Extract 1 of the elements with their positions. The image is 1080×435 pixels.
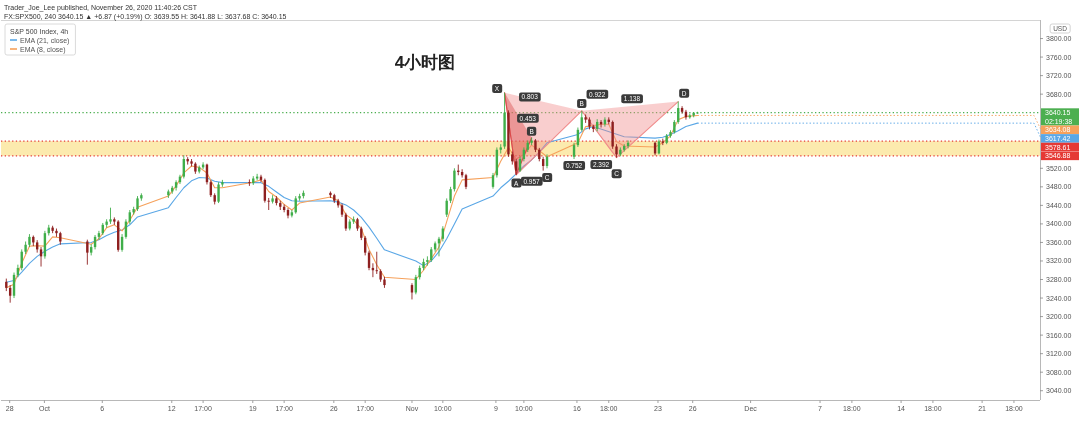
title: 4小时图 [394, 52, 456, 72]
